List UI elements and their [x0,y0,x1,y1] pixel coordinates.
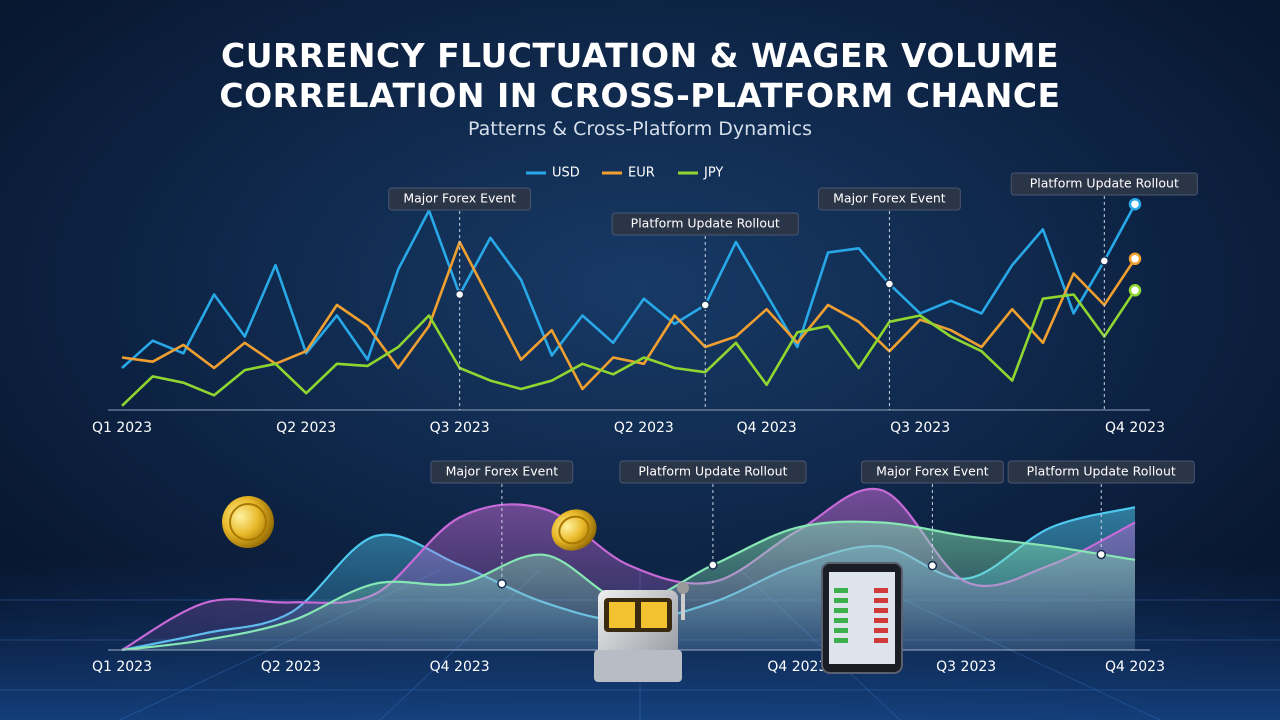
x-tick-label: Q4 2023 [737,420,797,436]
series-line [121,203,1137,369]
annotation-box [861,460,1004,484]
annotation-dot [1096,549,1106,560]
legend-label: EUR [628,166,655,181]
annotation: Major Forex Event [876,464,989,479]
legend-label: USD [552,166,580,181]
tablet [821,562,903,674]
annotation: Platform Update Rollout [1027,464,1176,479]
annotation-box [1007,460,1195,484]
end-point [1128,284,1142,297]
x-tick-label: Q4 2023 [767,659,827,675]
annotation-box [611,212,799,236]
x-tick-label: Q1 2023 [92,420,152,436]
annotation-box [619,460,807,484]
annotation-dot [708,560,718,570]
annotation: Major Forex Event [403,191,516,206]
x-tick-label: Q4 2023 [1105,659,1165,675]
annotation-box [430,460,574,484]
x-tick-label: Q2 2023 [614,420,674,436]
x-tick-label: Q2 2023 [276,420,336,436]
end-point [1128,252,1142,266]
annotation: Platform Update Rollout [1030,176,1179,191]
annotation-box [818,187,961,211]
x-tick-label: Q3 2023 [890,420,950,436]
series-line [121,240,1137,391]
x-tick-label: Q1 2023 [92,659,152,675]
end-point [1128,197,1142,211]
annotation: Major Forex Event [446,464,559,479]
annotation: Major Forex Event [833,191,946,206]
x-tick-label: Q3 2023 [936,659,996,675]
legend-label: JPY [703,166,723,181]
annotation-dot [497,578,507,589]
annotation-dot [927,560,938,571]
slot-machine [594,582,689,682]
x-tick-label: Q4 2023 [1105,420,1165,436]
annotation-dot [700,300,710,310]
title: CURRENCY FLUCTUATION & WAGER VOLUME CORR… [219,36,1061,115]
series-line [121,289,1137,407]
annotation-box [1010,172,1198,196]
subtitle: Patterns & Cross-Platform Dynamics [468,118,812,140]
coin [222,496,274,548]
x-tick-label: Q2 2023 [261,659,321,675]
x-tick-label: Q3 2023 [430,420,490,436]
annotation-box [388,187,532,211]
annotation: Platform Update Rollout [631,216,780,231]
coin [551,509,597,551]
annotation: Platform Update Rollout [638,464,787,479]
x-tick-label: Q4 2023 [430,659,490,675]
annotation-dot [454,289,465,300]
annotation-dot [884,279,895,289]
annotation-dot [1099,256,1110,266]
